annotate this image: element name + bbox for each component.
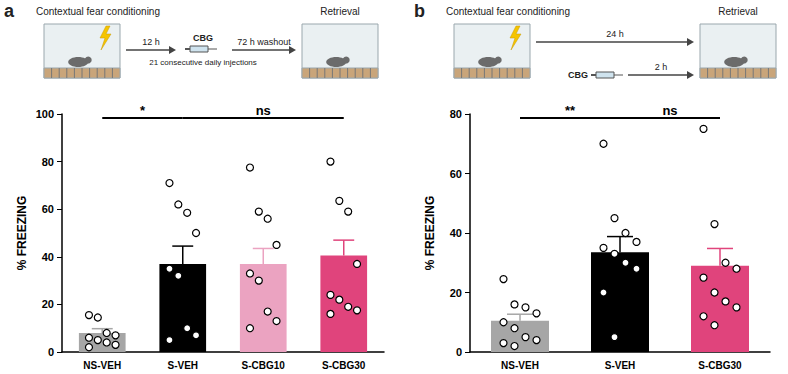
- svg-text:21 consecutive daily injection: 21 consecutive daily injections: [149, 58, 257, 67]
- svg-text:60: 60: [42, 203, 54, 215]
- svg-text:NS-VEH: NS-VEH: [501, 360, 539, 371]
- svg-text:S-VEH: S-VEH: [605, 360, 636, 371]
- svg-text:72 h washout: 72 h washout: [237, 37, 291, 47]
- svg-text:S-CBG30: S-CBG30: [322, 360, 366, 371]
- svg-text:ns: ns: [662, 103, 677, 118]
- svg-text:20: 20: [42, 298, 54, 310]
- svg-text:a: a: [4, 1, 15, 21]
- svg-text:0: 0: [456, 346, 462, 358]
- svg-text:% FREEZING: % FREEZING: [423, 196, 437, 271]
- svg-text:NS-VEH: NS-VEH: [83, 360, 121, 371]
- svg-text:Contextual fear conditioning: Contextual fear conditioning: [36, 6, 160, 17]
- svg-text:80: 80: [42, 156, 54, 168]
- svg-text:60: 60: [450, 168, 462, 180]
- svg-text:0: 0: [48, 346, 54, 358]
- svg-text:2 h: 2 h: [655, 62, 668, 72]
- svg-text:80: 80: [450, 108, 462, 120]
- svg-text:40: 40: [450, 227, 462, 239]
- svg-text:Retrieval: Retrieval: [718, 6, 757, 17]
- svg-text:40: 40: [42, 251, 54, 263]
- svg-text:Retrieval: Retrieval: [320, 6, 359, 17]
- svg-text:CBG: CBG: [193, 33, 213, 43]
- svg-text:100: 100: [36, 108, 54, 120]
- svg-text:CBG: CBG: [568, 70, 588, 80]
- svg-text:S-CBG30: S-CBG30: [698, 360, 742, 371]
- svg-text:ns: ns: [256, 103, 271, 118]
- svg-text:12 h: 12 h: [142, 37, 160, 47]
- svg-text:% FREEZING: % FREEZING: [15, 196, 29, 271]
- svg-text:20: 20: [450, 287, 462, 299]
- svg-text:S-VEH: S-VEH: [167, 360, 198, 371]
- svg-text:24 h: 24 h: [606, 29, 624, 39]
- svg-text:*: *: [140, 103, 146, 118]
- svg-text:Contextual fear conditioning: Contextual fear conditioning: [446, 6, 570, 17]
- svg-text:S-CBG10: S-CBG10: [242, 360, 286, 371]
- svg-text:**: **: [565, 103, 576, 118]
- svg-text:b: b: [414, 1, 425, 21]
